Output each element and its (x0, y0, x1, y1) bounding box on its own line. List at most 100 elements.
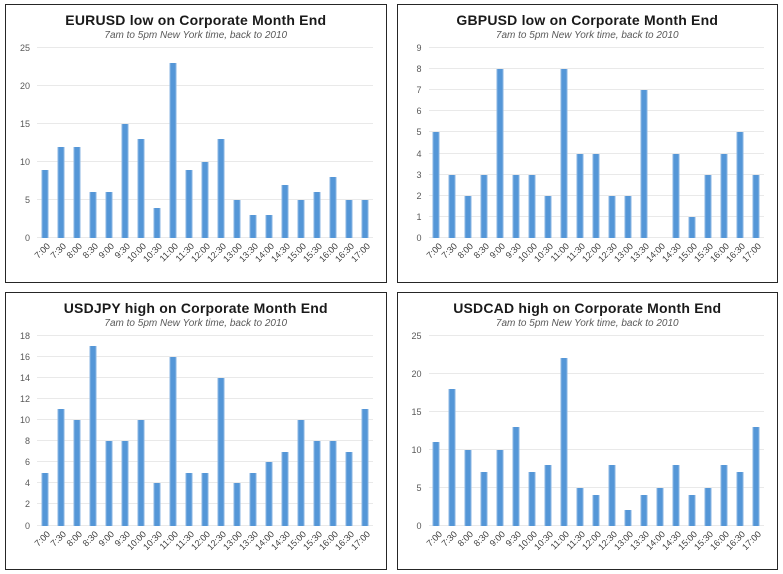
y-axis-tick-label: 20 (19, 81, 30, 91)
bar (121, 124, 129, 238)
bar (105, 192, 113, 238)
bar (560, 358, 568, 526)
plot-area: 0 5 10 15 20 25 (411, 331, 764, 531)
bar (89, 346, 97, 526)
bar (448, 388, 456, 526)
chart-subtitle: 7am to 5pm New York time, back to 2010 (104, 317, 288, 329)
y-axis-tick-label: 0 (416, 520, 422, 531)
bar (480, 174, 488, 238)
bar (752, 426, 760, 526)
bar (169, 356, 177, 526)
bar (624, 510, 632, 526)
bar (672, 464, 680, 526)
bar (528, 472, 536, 526)
chart-subtitle: 7am to 5pm New York time, back to 2010 (495, 317, 679, 329)
y-axis-tick-label: 7 (416, 85, 422, 96)
gridline (37, 47, 373, 48)
bar (297, 200, 305, 238)
y-axis-tick-label: 5 (416, 127, 422, 138)
bar (297, 419, 305, 526)
bar (464, 449, 472, 526)
bar (249, 215, 257, 238)
y-axis-tick-label: 8 (24, 436, 30, 447)
bar (736, 132, 744, 238)
gridline (37, 461, 373, 463)
bar (592, 153, 600, 238)
bar (752, 174, 760, 238)
y-axis-tick-label: 18 (19, 330, 30, 341)
chart-title: EURUSD low on Corporate Month End (65, 12, 327, 28)
y-axis-tick-label: 5 (24, 195, 30, 205)
gridline (428, 372, 764, 374)
gridline (37, 418, 373, 420)
plot-area: 0 2 4 6 8 10 12 14 16 18 (20, 331, 373, 531)
bar (217, 377, 225, 526)
y-axis-tick-label: 8 (416, 64, 422, 75)
bar (41, 472, 49, 526)
chart-panel-usdjpy-high: USDJPY high on Corporate Month End 7am t… (5, 291, 387, 570)
gridline (37, 397, 373, 399)
plot-area: 0 1 2 3 4 5 6 7 8 9 (416, 43, 764, 243)
bar (201, 162, 209, 238)
y-axis-tick-label: 14 (19, 372, 30, 383)
y-axis-tick-label: 4 (416, 148, 422, 159)
bar (281, 451, 289, 526)
x-axis-labels: 7:00 7:30 8:00 8:30 9:00 9:30 10:00 10:30 11:00 1… (424, 526, 765, 568)
bar (137, 139, 145, 238)
bar (329, 177, 337, 238)
gridline (37, 440, 373, 442)
y-axis-tick-label: 10 (411, 444, 422, 455)
y-axis-tick-label: 6 (416, 106, 422, 117)
bar (361, 200, 368, 238)
y-axis-tick-label: 0 (416, 233, 422, 243)
gridline (37, 334, 373, 336)
chart-title: GBPUSD low on Corporate Month End (456, 12, 719, 28)
y-axis-tick-label: 1 (416, 211, 422, 222)
bar (432, 132, 440, 238)
y-axis-tick-label: 10 (19, 157, 30, 167)
bar (464, 195, 472, 238)
plot-area: 0 5 10 15 20 25 (20, 43, 373, 243)
bar (688, 495, 696, 526)
bar (281, 184, 289, 238)
bar (512, 426, 520, 526)
y-axis-tick-label: 5 (416, 482, 422, 493)
bar (640, 495, 648, 526)
gridline (428, 486, 764, 488)
y-axis-tick-label: 15 (411, 406, 422, 417)
x-axis-labels: 7:00 7:30 8:00 8:30 9:00 9:30 10:00 10:30 11:00 1… (33, 238, 373, 280)
y-axis-tick-label: 20 (411, 368, 422, 379)
bar (576, 487, 584, 526)
bar (640, 90, 648, 238)
bar (169, 63, 177, 238)
bar (480, 472, 488, 526)
bar (217, 139, 225, 238)
bar (544, 195, 552, 238)
chart-subtitle: 7am to 5pm New York time, back to 2010 (104, 30, 288, 41)
gridline (428, 410, 764, 412)
bar (249, 472, 257, 526)
gridline (37, 123, 373, 124)
bar (153, 207, 161, 238)
gridline (37, 85, 373, 86)
y-axis-tick-label: 2 (416, 190, 422, 201)
gridline (428, 47, 764, 48)
y-axis-tick-label: 25 (19, 43, 30, 53)
chart-title: USDJPY high on Corporate Month End (63, 299, 328, 316)
bar (73, 146, 81, 238)
gridline (428, 334, 764, 336)
bar (592, 495, 600, 526)
gridline (37, 376, 373, 378)
y-axis-tick-label: 4 (24, 478, 30, 489)
chart-subtitle: 7am to 5pm New York time, back to 2010 (495, 30, 679, 41)
bar (432, 441, 440, 526)
chart-panel-eurusd-low: EURUSD low on Corporate Month End 7am to… (5, 4, 387, 283)
bar (313, 192, 321, 238)
gridline (428, 448, 764, 450)
bar (656, 487, 664, 526)
bar (201, 472, 209, 526)
y-axis-tick-label: 16 (19, 351, 30, 362)
bar (73, 419, 81, 526)
bar (265, 215, 273, 238)
bar (57, 146, 65, 238)
